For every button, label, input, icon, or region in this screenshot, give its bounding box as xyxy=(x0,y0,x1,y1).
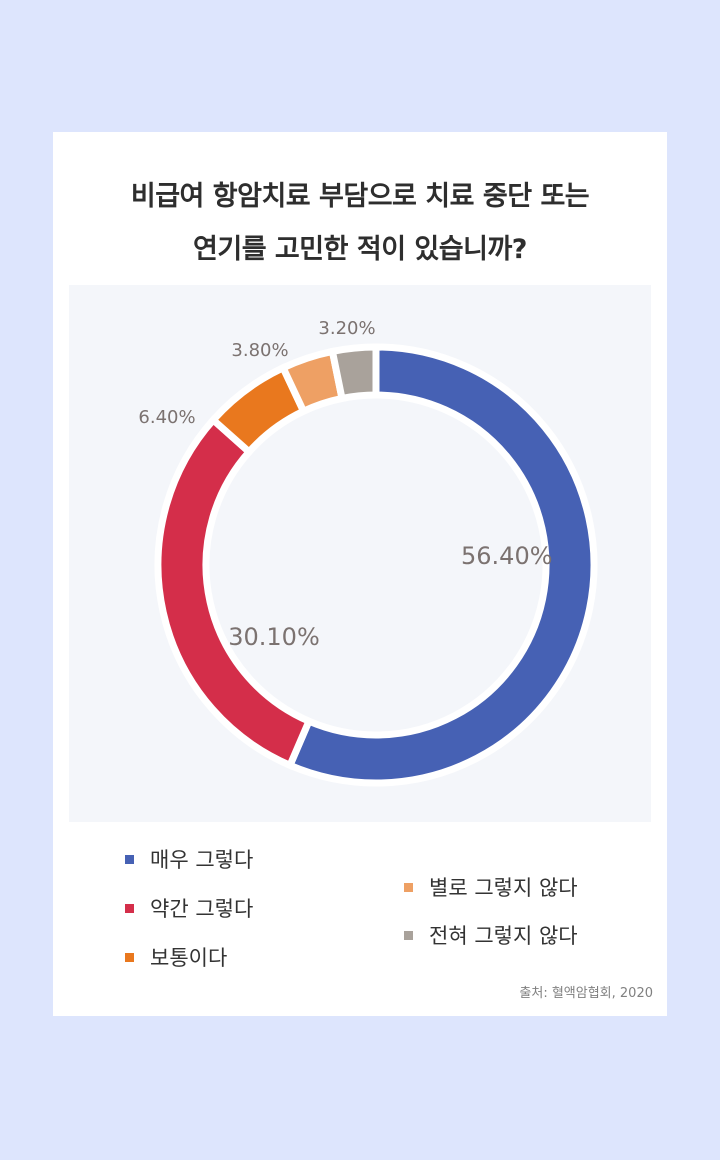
legend-label: 별로 그렇지 않다 xyxy=(429,876,578,900)
donut-slice-very-much xyxy=(285,343,598,787)
data-label-very-much: 56.40% xyxy=(461,542,553,570)
data-label-neutral: 6.40% xyxy=(138,407,195,428)
donut-slice-not-at-all xyxy=(328,343,380,403)
chart-title-line-1: 비급여 항암치료 부담으로 치료 중단 또는 xyxy=(130,181,590,212)
chart-title: 비급여 항암치료 부담으로 치료 중단 또는 연기를 고민한 적이 있습니까? xyxy=(53,170,667,276)
legend-swatch xyxy=(404,930,413,940)
data-label-somewhat: 30.10% xyxy=(228,623,320,651)
legend-label: 보통이다 xyxy=(150,946,228,970)
legend-swatch xyxy=(125,903,134,913)
donut-chart: 56.40% 30.10% 6.40% 3.80% 3.20% xyxy=(138,318,598,787)
chart-card: 비급여 항암치료 부담으로 치료 중단 또는 연기를 고민한 적이 있습니까? … xyxy=(53,132,667,1016)
data-label-not-really: 3.80% xyxy=(231,340,288,361)
legend-label: 전혀 그렇지 않다 xyxy=(429,924,578,948)
legend-swatch xyxy=(125,952,134,962)
legend-label: 약간 그렇다 xyxy=(150,897,254,921)
plot-area: 56.40% 30.10% 6.40% 3.80% 3.20% xyxy=(69,285,651,822)
legend-label: 매우 그렇다 xyxy=(150,848,254,872)
legend-item-somewhat: 약간 그렇다 xyxy=(125,893,253,923)
donut-slice-somewhat xyxy=(154,415,314,770)
legend-swatch xyxy=(404,882,413,892)
source-note: 출처: 혈액암협회, 2020 xyxy=(519,986,653,1001)
legend-item-neutral: 보통이다 xyxy=(125,942,227,972)
data-label-not-at-all: 3.20% xyxy=(318,318,375,339)
chart-title-line-2: 연기를 고민한 적이 있습니까? xyxy=(193,234,527,265)
legend-item-not-at-all: 전혀 그렇지 않다 xyxy=(404,920,578,950)
legend-swatch xyxy=(125,854,134,864)
legend-item-not-really: 별로 그렇지 않다 xyxy=(404,872,578,902)
legend-item-very-much: 매우 그렇다 xyxy=(125,844,253,874)
